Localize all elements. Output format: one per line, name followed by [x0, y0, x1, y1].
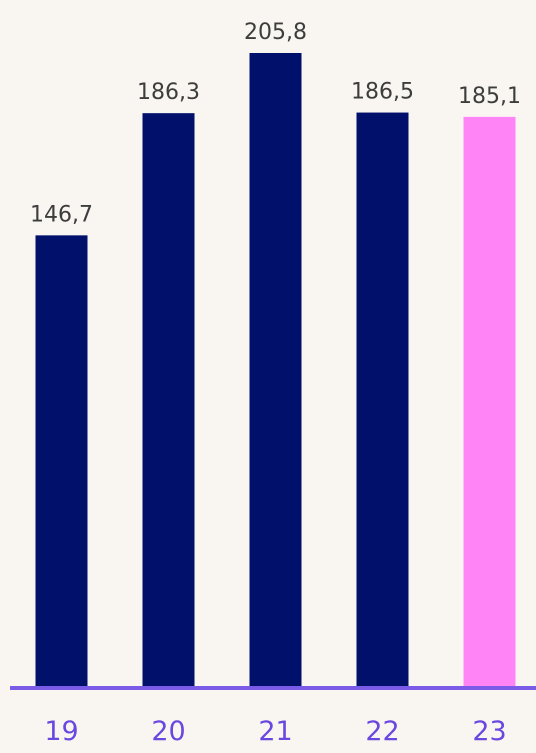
- value-label-19: 146,7: [30, 202, 93, 227]
- value-label-23: 185,1: [458, 84, 521, 109]
- x-tick-label-21: 21: [258, 716, 292, 747]
- x-tick-labels-group: 19 20 21 22 23: [44, 716, 506, 747]
- bar-21: [249, 53, 302, 688]
- value-label-20: 186,3: [137, 80, 200, 105]
- bar-19: [35, 235, 88, 688]
- value-label-21: 205,8: [244, 20, 307, 45]
- x-tick-label-20: 20: [151, 716, 185, 747]
- bar-20: [142, 113, 195, 688]
- value-label-22: 186,5: [351, 80, 414, 105]
- x-tick-label-22: 22: [365, 716, 399, 747]
- bars-group: [35, 53, 516, 689]
- value-labels-group: 146,7 186,3 205,8 186,5 185,1: [30, 20, 521, 227]
- x-tick-label-19: 19: [44, 716, 78, 747]
- bar-23: [463, 116, 516, 689]
- x-tick-label-23: 23: [472, 716, 506, 747]
- bar-22: [356, 112, 409, 688]
